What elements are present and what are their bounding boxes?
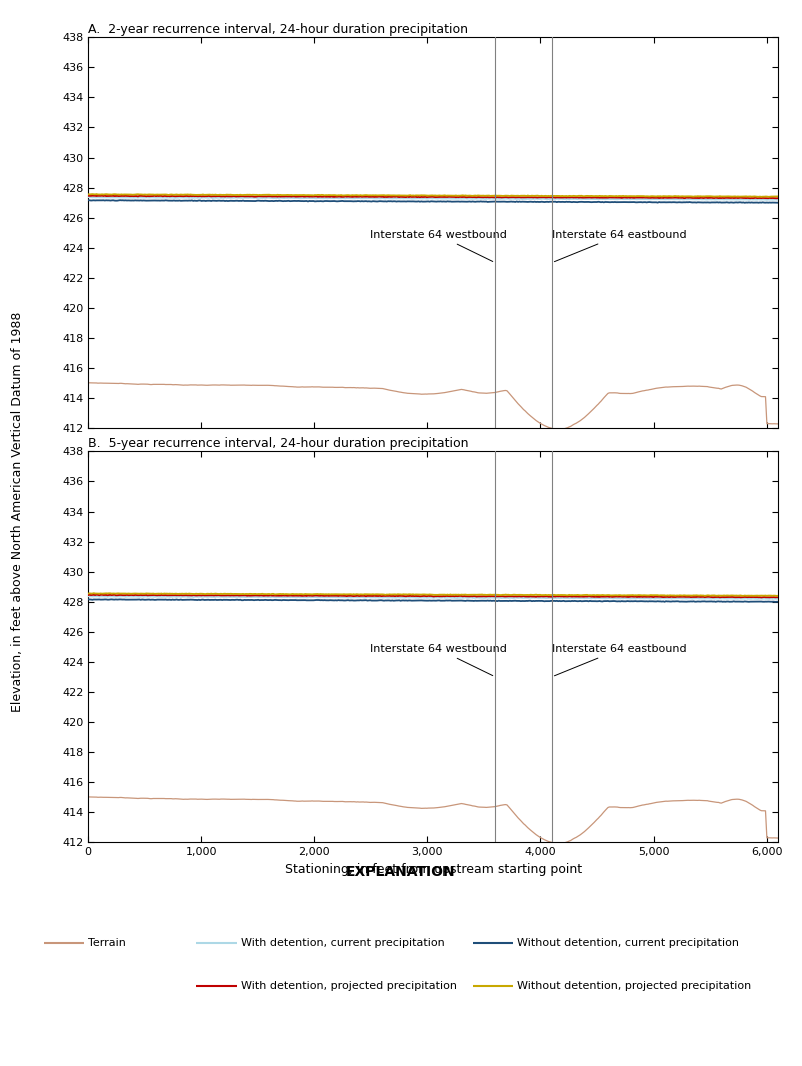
Text: With detention, current precipitation: With detention, current precipitation xyxy=(241,938,444,949)
Text: Interstate 64 westbound: Interstate 64 westbound xyxy=(371,644,507,676)
Text: Terrain: Terrain xyxy=(88,938,126,949)
Text: EXPLANATION: EXPLANATION xyxy=(346,866,456,879)
Text: A.  2-year recurrence interval, 24-hour duration precipitation: A. 2-year recurrence interval, 24-hour d… xyxy=(88,23,468,36)
Text: With detention, projected precipitation: With detention, projected precipitation xyxy=(241,981,456,991)
X-axis label: Stationing, in feet from upstream starting point: Stationing, in feet from upstream starti… xyxy=(285,862,581,875)
Text: Elevation, in feet above North American Vertical Datum of 1988: Elevation, in feet above North American … xyxy=(11,311,24,712)
Text: Interstate 64 eastbound: Interstate 64 eastbound xyxy=(553,644,687,676)
Text: Interstate 64 westbound: Interstate 64 westbound xyxy=(371,230,507,261)
Text: B.  5-year recurrence interval, 24-hour duration precipitation: B. 5-year recurrence interval, 24-hour d… xyxy=(88,437,468,450)
Text: Without detention, current precipitation: Without detention, current precipitation xyxy=(517,938,739,949)
Text: Interstate 64 eastbound: Interstate 64 eastbound xyxy=(553,230,687,261)
Text: Without detention, projected precipitation: Without detention, projected precipitati… xyxy=(517,981,751,991)
